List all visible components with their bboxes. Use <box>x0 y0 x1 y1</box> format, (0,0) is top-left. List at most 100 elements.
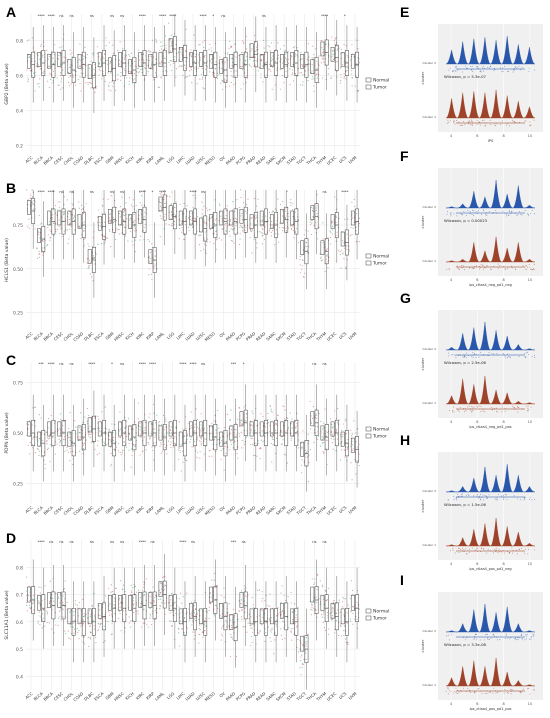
x-tick-label: PAAD <box>225 155 237 166</box>
panel-i: I 4 6 8 10 ips_ctlaa4_pos_pd1_pos cluster Clust… <box>398 572 548 712</box>
x-tick-label: PAAD <box>225 331 237 342</box>
significance-label: ns <box>110 14 114 18</box>
x-tick-label: UCEC <box>326 331 338 342</box>
scatter-uvm <box>349 420 360 481</box>
legend-tumor: Tumor <box>372 616 387 622</box>
x-tick-label: PRAD <box>245 331 257 342</box>
plot-background <box>438 452 543 560</box>
box-normal-tgct <box>300 635 305 652</box>
x-tick-label: TGCT <box>295 505 308 517</box>
x-tick-label: SARC <box>265 691 277 702</box>
x-tick-label: LUSC <box>195 155 206 166</box>
y-tick-label: 0.50 <box>13 267 23 273</box>
box-normal-prad <box>249 421 254 437</box>
density-cluster-1 <box>445 657 536 695</box>
x-axis-label: ips_ctlaa4_neg_pd1_neg <box>469 283 512 287</box>
x-axis-label: IPS <box>488 139 494 143</box>
box-normal-gbm <box>108 57 112 72</box>
legend-normal: Normal <box>373 254 389 260</box>
significance-label: **** <box>48 190 55 194</box>
box-plot-svg: 0.25 0.50 0.75 HCLS1 (Beta value) ACC **** BLC… <box>4 189 389 343</box>
significance-label: *** <box>231 540 237 544</box>
box-normal-blca <box>37 431 41 447</box>
scatter-tgct <box>300 430 310 483</box>
y-tick-label: 0.8 <box>16 565 23 571</box>
panel-letter: B <box>6 180 17 196</box>
box-normal-stad <box>290 52 294 67</box>
x-tick-label: LGG <box>166 331 176 340</box>
box-normal-hnsc <box>118 210 122 226</box>
box-normal-lgg <box>168 205 173 220</box>
x-tick-label: KIRC <box>135 691 145 701</box>
y-tick-label: 0.25 <box>13 311 23 317</box>
x-tick-label: 6 <box>476 702 478 706</box>
y-tick-label: 0.4 <box>16 674 23 680</box>
x-tick-label: KICH <box>124 505 135 515</box>
x-tick-label: MESO <box>204 505 216 516</box>
x-tick-label: STAD <box>286 505 297 516</box>
group-label: Cluster 2 <box>422 489 436 493</box>
x-tick-label: KIRP <box>145 505 156 515</box>
density-plot-svg: 4 6 8 10 IPS cluster Cluster 2 Cluster 1 Wilcoxo… <box>420 24 543 143</box>
box-normal-lgg <box>168 38 173 53</box>
box-normal-kich <box>128 214 133 229</box>
scatter-brca <box>46 414 57 462</box>
scatter-kich <box>127 418 137 468</box>
x-tick-label: PRAD <box>245 505 257 516</box>
x-tick-label: READ <box>255 155 267 166</box>
box-normal-gbm <box>108 594 112 611</box>
x-tick-label: BRCA <box>42 691 54 702</box>
group-label: Cluster 1 <box>422 115 436 119</box>
x-tick-label: ESCA <box>93 505 105 516</box>
x-tick-label: BLCA <box>33 331 44 342</box>
box-normal-coad <box>77 214 82 229</box>
density-cluster-1 <box>445 236 536 271</box>
box-normal-laml <box>158 581 163 597</box>
box-normal-thym <box>320 41 325 57</box>
y-axis-label: GBP2 (Beta value) <box>4 63 10 104</box>
box-normal-paad <box>229 54 234 69</box>
x-tick-label: LIHC <box>175 505 185 515</box>
scatter-ucec <box>329 599 340 637</box>
y-tick-label: 0.8 <box>16 38 23 44</box>
panel-letter: I <box>400 572 404 588</box>
box-normal-luad <box>189 210 193 226</box>
x-tick-label: PAAD <box>225 691 237 702</box>
box-normal-tgct <box>300 441 305 457</box>
significance-label: ns <box>70 362 74 366</box>
y-tick-label: 0.7 <box>16 593 23 599</box>
x-tick-label: 10 <box>528 420 532 424</box>
x-tick-label: DLBC <box>83 155 95 166</box>
panel-h: H 4 6 8 10 ips_ctlaa4_pos_pd1_neg cluster Clust… <box>398 432 548 572</box>
significance-label: **** <box>179 362 186 366</box>
box-normal-coad <box>77 608 82 625</box>
significance-label: **** <box>149 362 156 366</box>
x-axis-label: ips_ctlaa4_neg_pd1_pos <box>469 425 511 429</box>
x-tick-label: COAD <box>72 505 84 516</box>
box-normal-sarc <box>269 214 274 229</box>
wilcoxon-annotation: Wilcoxon, p = 3.3e-08 <box>444 642 487 647</box>
x-tick-label: TGCT <box>295 691 308 703</box>
x-tick-label: MESO <box>204 155 216 166</box>
x-tick-label: UCS <box>338 505 348 514</box>
group-label: Cluster 1 <box>422 543 436 547</box>
box-normal-prad <box>249 608 254 625</box>
legend-normal: Normal <box>373 78 389 84</box>
scatter-tgct <box>299 229 310 279</box>
y-axis-label: cluster <box>420 71 425 84</box>
x-tick-label: OV <box>218 691 226 699</box>
x-tick-label: UCEC <box>326 505 338 516</box>
x-tick-label: SARC <box>265 331 277 342</box>
x-tick-label: UVM <box>347 155 358 165</box>
x-tick-label: LGG <box>166 691 176 700</box>
significance-label: ns <box>90 14 94 18</box>
significance-label: **** <box>88 362 95 366</box>
box-normal-cesc <box>57 421 62 437</box>
scatter-cesc <box>56 196 67 238</box>
significance-label: * <box>152 190 154 194</box>
x-tick-label: READ <box>255 691 267 702</box>
significance-label: ns <box>120 190 124 194</box>
box-normal-esca <box>97 216 102 231</box>
significance-label: **** <box>139 14 146 18</box>
